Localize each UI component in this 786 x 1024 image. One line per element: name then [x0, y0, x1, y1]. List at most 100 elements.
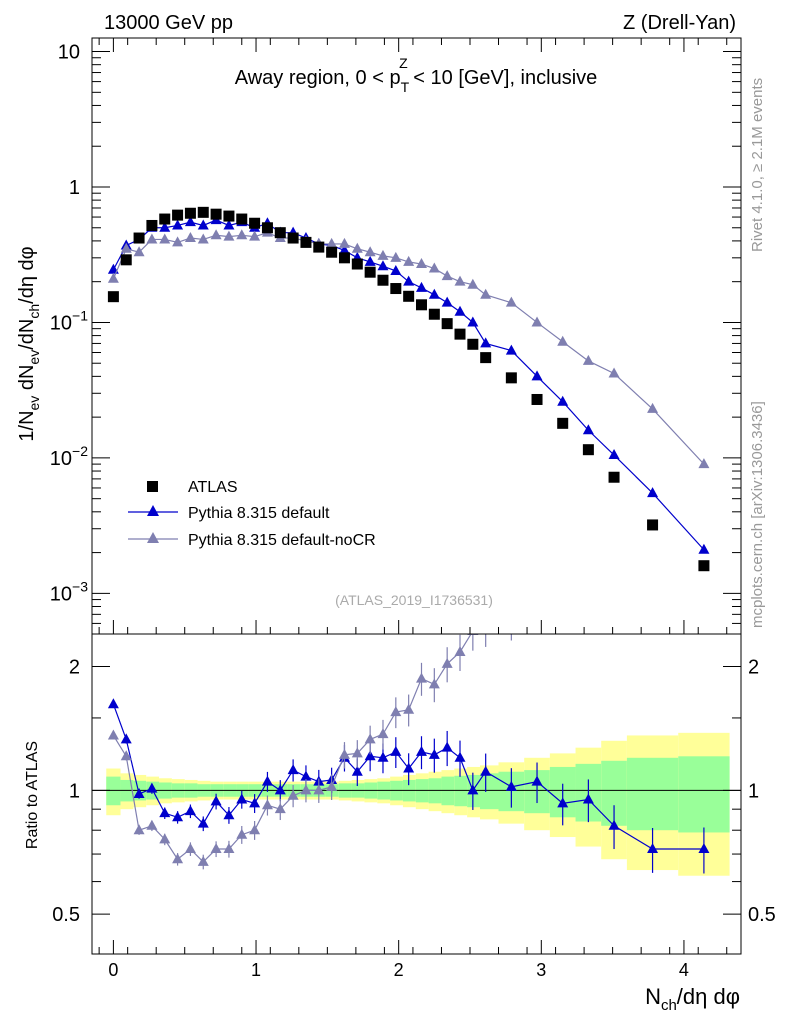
ratio-point-1	[338, 748, 350, 759]
atlas-point	[172, 209, 184, 221]
ratio-point-1	[415, 672, 427, 683]
ratio-point-0	[133, 787, 145, 798]
atlas-point	[505, 372, 517, 384]
ratio-point-0	[120, 733, 132, 744]
ratio-point-0	[608, 819, 620, 830]
legend-label-atlas: ATLAS	[188, 479, 238, 496]
series-point-0	[428, 288, 440, 299]
series-point-1	[480, 288, 492, 299]
series-point-1	[210, 229, 222, 240]
atlas-point	[338, 252, 350, 264]
band-green	[626, 757, 679, 831]
series-point-1	[582, 354, 594, 365]
series-point-1	[454, 275, 466, 286]
legend-label-default: Pythia 8.315 default	[188, 505, 330, 522]
atlas-point	[557, 417, 569, 429]
ratio-point-1	[428, 678, 440, 689]
header-left: 13000 GeV pp	[104, 12, 233, 34]
ratio-point-0	[300, 770, 312, 781]
atlas-point	[326, 246, 338, 258]
ratio-point-0	[146, 782, 158, 793]
ratio-y-tick-label-left: 1	[69, 780, 80, 802]
ratio-point-0	[698, 843, 710, 854]
ratio-point-0	[351, 765, 363, 776]
atlas-point	[480, 352, 492, 364]
ratio-point-0	[364, 750, 376, 761]
series-point-1	[146, 233, 158, 244]
side-text-bottom: mcplots.cern.ch [arXiv:1306.3436]	[749, 401, 766, 628]
series-point-0	[480, 337, 492, 348]
header-right: Z (Drell-Yan)	[623, 12, 736, 34]
series-point-1	[326, 237, 338, 248]
atlas-point	[133, 232, 145, 244]
ratio-point-1	[210, 843, 222, 854]
series-point-1	[415, 258, 427, 269]
series-point-1	[390, 251, 402, 262]
ratio-point-0	[377, 751, 389, 762]
ratio-point-0	[197, 817, 209, 828]
ratio-point-0	[274, 784, 286, 795]
series-point-0	[608, 449, 620, 460]
ratio-point-1	[146, 819, 158, 830]
ratio-point-1	[120, 750, 132, 761]
ratio-point-0	[480, 765, 492, 776]
tick-labels: 0 1 2 3 4 10 1 10−1 10−2 10−3 0.5 0.5 1 1 2 2	[50, 42, 776, 980]
series-point-0	[647, 487, 659, 498]
atlas-point	[274, 227, 286, 239]
ratio-point-1	[223, 843, 235, 854]
series-point-1	[249, 230, 261, 241]
atlas-point	[249, 217, 261, 229]
ratio-point-1	[454, 645, 466, 656]
series-point-1	[197, 233, 209, 244]
atlas-point	[415, 299, 427, 311]
atlas-point	[197, 206, 209, 218]
series-point-1	[364, 246, 376, 257]
series-point-0	[454, 305, 466, 316]
ratio-point-1	[159, 833, 171, 844]
series-point-0	[159, 221, 171, 232]
ratio-point-0	[557, 797, 569, 808]
atlas-point	[428, 308, 440, 320]
ratio-point-0	[249, 797, 261, 808]
series-point-0	[390, 264, 402, 275]
x-tick-label: 2	[394, 960, 404, 980]
series-point-1	[698, 458, 710, 469]
ratio-point-0	[107, 698, 119, 709]
x-tick-label: 4	[679, 960, 689, 980]
ratio-point-1	[197, 855, 209, 866]
series-point-1	[608, 367, 620, 378]
ratio-y-tick-label-right: 0.5	[748, 904, 776, 926]
ratio-point-0	[415, 745, 427, 756]
ratio-y-tick-label-left: 2	[69, 657, 80, 679]
atlas-point	[146, 219, 158, 231]
ratio-panel	[92, 634, 741, 874]
series-point-1	[351, 242, 363, 253]
ratio-point-0	[647, 843, 659, 854]
atlas-point	[313, 241, 325, 253]
ratio-point-0	[467, 784, 479, 795]
series-point-1	[120, 242, 132, 253]
band-green	[678, 756, 730, 833]
atlas-point	[377, 274, 389, 286]
atlas-point	[364, 266, 376, 278]
ratio-point-1	[390, 706, 402, 717]
y-tick-label: 10−3	[50, 578, 88, 605]
plot-title: Away region, 0 < pTZ < 10 [GeV], inclusi…	[235, 55, 598, 95]
ratio-point-1	[441, 657, 453, 668]
series-point-0	[505, 344, 517, 355]
series-point-1	[107, 272, 119, 283]
ratio-point-1	[351, 747, 363, 758]
atlas-point	[210, 208, 222, 220]
series-point-1	[236, 229, 248, 240]
atlas-point	[467, 338, 479, 350]
ratio-point-0	[172, 811, 184, 822]
main-panel	[107, 206, 710, 572]
series-point-1	[557, 335, 569, 346]
ratio-point-1	[274, 803, 286, 814]
series-point-0	[172, 219, 184, 230]
axis-ticks	[92, 38, 741, 954]
series-point-0	[338, 244, 350, 255]
series-point-1	[159, 233, 171, 244]
ratio-point-0	[505, 780, 517, 791]
